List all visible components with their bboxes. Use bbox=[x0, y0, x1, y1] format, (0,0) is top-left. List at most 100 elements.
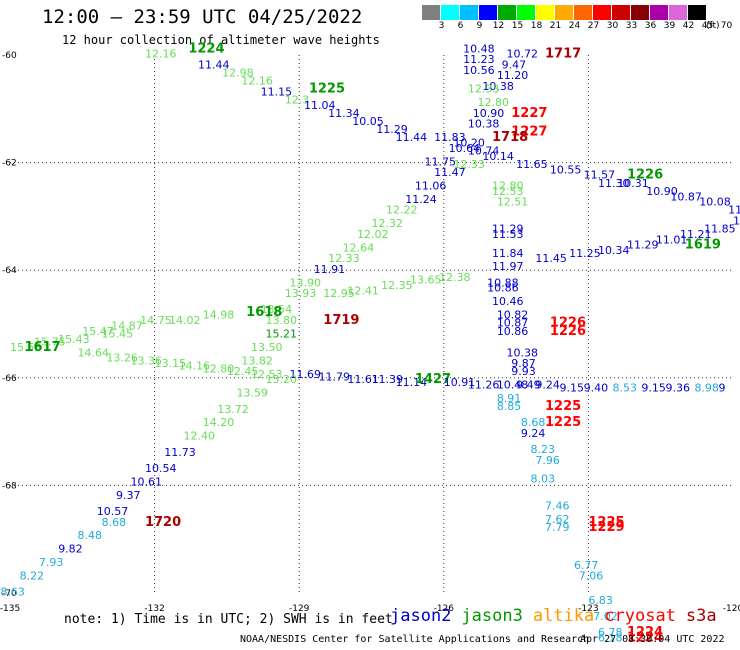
wave-height-label: 13.36 bbox=[131, 354, 163, 367]
wave-height-label: 10.34 bbox=[598, 244, 630, 257]
pass-time-label: 1225 bbox=[545, 415, 581, 430]
wave-height-label: 11.91 bbox=[314, 263, 346, 276]
colorbar-swatch bbox=[669, 5, 688, 20]
wave-height-label: 13.20 bbox=[265, 373, 297, 386]
wave-height-label: 7.46 bbox=[545, 500, 570, 513]
wave-height-label: 12.51 bbox=[497, 196, 529, 209]
wave-height-label: 12.40 bbox=[184, 430, 216, 443]
satellite-legend: jason2 jason3 altika cryosat s3a bbox=[390, 606, 727, 626]
wave-height-label: 8.85 bbox=[497, 400, 522, 413]
pass-time-label: 1226 bbox=[627, 168, 663, 183]
wave-height-label: 13.26 bbox=[106, 352, 137, 365]
wave-height-label: 13.59 bbox=[237, 387, 268, 400]
wave-height-label: 12.02 bbox=[357, 228, 389, 241]
colorbar-label: 15 bbox=[511, 21, 524, 31]
x-tick-label: -132 bbox=[144, 604, 164, 614]
wave-height-label: 10.87 bbox=[670, 190, 702, 203]
y-tick-label: -68 bbox=[2, 481, 17, 491]
wave-height-label: 8.68 bbox=[102, 516, 127, 529]
wave-height-label: 11.15 bbox=[261, 85, 293, 98]
wave-height-label: 13.54 bbox=[261, 303, 293, 316]
wave-height-label: 12.41 bbox=[347, 284, 379, 297]
wave-height-label: 11.47 bbox=[434, 166, 466, 179]
wave-height-label: 13.50 bbox=[251, 341, 283, 354]
colorbar-swatch bbox=[650, 5, 669, 20]
wave-height-label: 11.45 bbox=[535, 252, 567, 265]
wave-height-label: 8.03 bbox=[531, 473, 556, 486]
wave-height-label: 7.79 bbox=[545, 521, 570, 534]
wave-height-label: 9.93 bbox=[511, 365, 536, 378]
wave-height-label: 13.93 bbox=[285, 287, 317, 300]
wave-height-label: 10.54 bbox=[145, 462, 177, 475]
wave-height-label: 10.38 bbox=[482, 80, 514, 93]
y-tick-label: -64 bbox=[2, 266, 17, 276]
wave-height-label: 10.64 bbox=[449, 142, 481, 155]
footer-note: note: 1) Time is in UTC; 2) SWH is in fe… bbox=[64, 612, 393, 627]
wave-height-label: 7.62 bbox=[545, 513, 570, 526]
colorbar-label: 21 bbox=[549, 21, 562, 31]
wave-height-label: 9.87 bbox=[511, 357, 536, 370]
wave-height-label: 11.30 bbox=[598, 177, 630, 190]
wave-height-label: 10.46 bbox=[492, 295, 524, 308]
wave-height-label: 13.72 bbox=[217, 403, 249, 416]
wave-height-label: 9.47 bbox=[502, 58, 527, 71]
wave-height-label: 11.73 bbox=[164, 446, 196, 459]
wave-height-label: 11.29 bbox=[627, 239, 659, 252]
wave-height-label: 9.49 bbox=[516, 379, 541, 392]
pass-time-label: 1617 bbox=[24, 340, 60, 355]
colorbar-label: 12 bbox=[492, 21, 505, 31]
colorbar-label: 18 bbox=[530, 21, 543, 31]
pass-time-label: 1225 bbox=[588, 515, 624, 530]
wave-height-label: 8.98 bbox=[694, 381, 719, 394]
pass-time-label: 1224 bbox=[627, 630, 663, 645]
pass-time-label: 1226 bbox=[550, 324, 586, 339]
wave-height-label: 12.80 bbox=[203, 362, 235, 375]
pass-time-label: 1227 bbox=[511, 106, 547, 121]
pass-time-label: 1619 bbox=[685, 238, 721, 253]
wave-height-label: 11.01 bbox=[656, 233, 688, 246]
wave-height-label: 14.64 bbox=[77, 346, 109, 359]
pass-time-label: 1225 bbox=[309, 82, 345, 97]
colorbar-swatch bbox=[612, 5, 631, 20]
wave-height-label: 9 bbox=[719, 381, 726, 394]
credit-text: NOAA/NESDIS Center for Satellite Applica… bbox=[240, 634, 590, 645]
map-title: 12:00 – 23:59 UTC 04/25/2022 bbox=[42, 6, 363, 28]
wave-height-label: 11.75 bbox=[425, 155, 457, 168]
colorbar-swatch bbox=[536, 5, 555, 20]
wave-height-label: 14.75 bbox=[140, 314, 172, 327]
wave-height-label: 12.53 bbox=[492, 185, 524, 198]
wave-height-label: 9.40 bbox=[584, 381, 609, 394]
pass-time-label: 1719 bbox=[323, 313, 359, 328]
wave-height-label: 10.08 bbox=[699, 196, 731, 209]
wave-height-label: 11.57 bbox=[584, 169, 616, 182]
legend-jason3: jason3 bbox=[461, 606, 523, 626]
wave-height-label: 10.48 bbox=[497, 379, 529, 392]
wave-height-label: 8.68 bbox=[521, 416, 546, 429]
wave-height-label: 11.39 bbox=[372, 373, 404, 386]
wave-height-label: 15.45 bbox=[102, 327, 134, 340]
pass-time-label: 1720 bbox=[145, 515, 181, 530]
wave-height-label: 14.20 bbox=[203, 416, 235, 429]
wave-height-label: 11.65 bbox=[516, 158, 548, 171]
colorbar-swatch bbox=[517, 5, 536, 20]
wave-height-label: 11.23 bbox=[463, 53, 495, 66]
wave-height-label: 11.04 bbox=[304, 99, 336, 112]
colorbar-label: 9 bbox=[476, 21, 483, 31]
colorbar-label: 24 bbox=[568, 21, 581, 31]
wave-height-label: 11.29 bbox=[492, 223, 524, 236]
wave-height-label: 12.35 bbox=[381, 279, 413, 292]
pass-time-label: 1224 bbox=[627, 625, 663, 640]
wave-height-label: 8.91 bbox=[497, 392, 522, 405]
wave-height-label: 12.22 bbox=[386, 204, 418, 217]
wave-height-label: 14.87 bbox=[111, 319, 143, 332]
wave-height-label: 9.36 bbox=[666, 381, 691, 394]
colorbar-label: 70 bbox=[720, 21, 733, 31]
wave-height-label: 13.80 bbox=[265, 314, 297, 327]
colorbar-label: 30 bbox=[606, 21, 619, 31]
wave-height-label: 12.33 bbox=[328, 252, 360, 265]
colorbar-swatch bbox=[422, 5, 441, 20]
wave-height-label: 13.82 bbox=[241, 354, 272, 367]
colorbar-swatch bbox=[574, 5, 593, 20]
wave-height-label: 13.65 bbox=[410, 274, 442, 287]
